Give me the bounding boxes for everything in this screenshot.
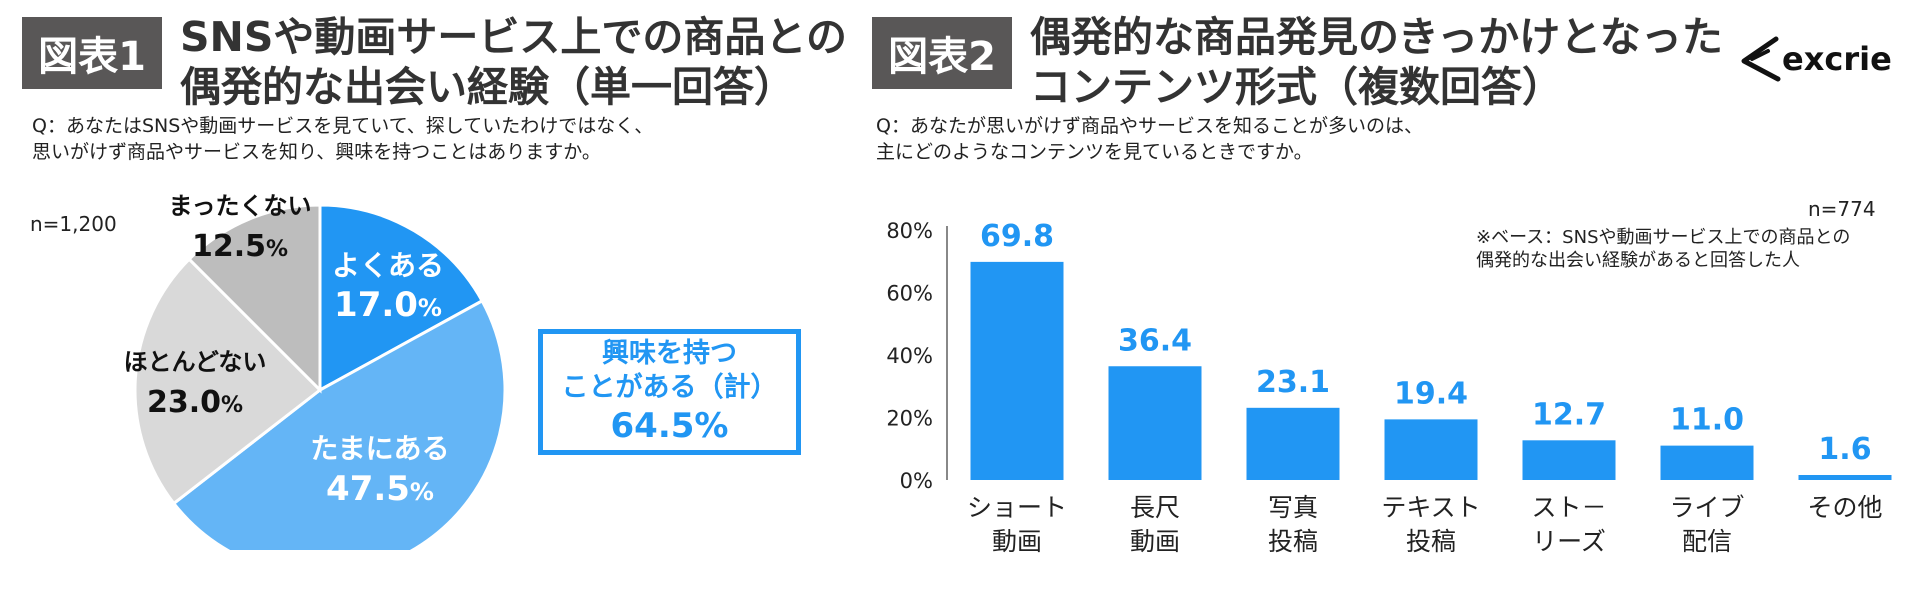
x-category-label: 投稿: [1406, 527, 1456, 556]
y-tick-label: 0%: [900, 469, 933, 493]
figure2-title: 偶発的な商品発見のきっかけとなった コンテンツ形式（複数回答）: [1030, 12, 1723, 112]
x-category-label: テキスト: [1381, 493, 1480, 522]
pie-slice-rarely: [133, 257, 323, 506]
y-tick-label: 60%: [886, 282, 933, 306]
pie-value-unit: %: [266, 237, 288, 262]
figure2-badge: 図表2: [872, 17, 1012, 89]
bar-value-label: 1.6: [1818, 432, 1871, 467]
bar-value-label: 19.4: [1394, 376, 1468, 411]
x-category-label: 写真: [1268, 493, 1318, 522]
pie-value-unit: %: [418, 294, 442, 322]
bar: [1384, 419, 1478, 480]
bar: [1108, 366, 1202, 480]
x-category-label: 配信: [1682, 527, 1732, 556]
callout-line2: ことがある（計）: [561, 372, 778, 403]
x-category-label: ショート: [967, 493, 1067, 522]
figure2-question: Q：あなたが思いがけず商品やサービスを知ることが多いのは、 主にどのようなコンテ…: [876, 113, 1423, 165]
bar: [1246, 407, 1340, 480]
figure1-title-line1: SNSや動画サービス上での商品との: [180, 13, 847, 61]
pie-chart: よくある17.0%たまにある47.5%ほとんどない23.0%まったくない12.5…: [124, 192, 507, 550]
figure1-question-line2: 思いがけず商品やサービスを知り、興味を持つことはありますか。: [32, 141, 601, 163]
figure1-question: Q：あなたはSNSや動画サービスを見ていて、探していたわけではなく、 思いがけず…: [32, 113, 653, 165]
pie-label-often: よくある: [332, 249, 444, 282]
bar-value-label: 12.7: [1532, 397, 1606, 432]
bar: [970, 261, 1064, 480]
pie-value-unit: %: [221, 393, 243, 418]
figure2-sample-size: n=774: [1808, 197, 1876, 221]
bar: [1798, 475, 1892, 480]
x-category-label: 長尺: [1130, 493, 1180, 522]
bar: [1522, 440, 1616, 480]
figure2-title-line1: 偶発的な商品発見のきっかけとなった: [1030, 13, 1723, 61]
y-tick-label: 40%: [886, 344, 933, 368]
pie-label-rarely: ほとんどない: [124, 348, 267, 376]
pie-slice-sometimes: [171, 298, 507, 550]
figure2-question-line2: 主にどのようなコンテンツを見ているときですか。: [876, 141, 1313, 163]
y-tick-label: 20%: [886, 407, 933, 431]
pie-slice-often: [318, 203, 485, 393]
figure2-note-line2: 偶発的な出会い経験があると回答した人: [1476, 250, 1800, 271]
pie-label-never: まったくない: [168, 192, 311, 220]
pie-value-rarely: 23.0%: [147, 385, 243, 420]
bar-value-label: 36.4: [1118, 323, 1192, 358]
x-category-label: ライブ: [1669, 493, 1744, 522]
x-category-label: 動画: [1130, 527, 1180, 556]
excrie-logo: excrie: [1738, 35, 1892, 83]
figure1-title: SNSや動画サービス上での商品との 偶発的な出会い経験（単一回答）: [180, 12, 847, 112]
x-category-label: その他: [1807, 493, 1882, 522]
x-category-label: リーズ: [1532, 527, 1606, 556]
callout-line1: 興味を持つ: [602, 338, 737, 369]
figure1-question-line1: Q：あなたはSNSや動画サービスを見ていて、探していたわけではなく、: [32, 115, 654, 137]
figure2-question-line1: Q：あなたが思いがけず商品やサービスを知ることが多いのは、: [876, 115, 1423, 137]
excrie-logo-text: excrie: [1782, 40, 1892, 78]
figure1-badge: 図表1: [22, 17, 162, 89]
bar-value-label: 69.8: [980, 219, 1054, 254]
pie-value-sometimes: 47.5%: [326, 469, 434, 509]
figure1-title-line2: 偶発的な出会い経験（単一回答）: [180, 63, 795, 111]
bar: [1660, 445, 1754, 480]
x-category-label: 動画: [992, 527, 1042, 556]
bar-value-label: 23.1: [1256, 365, 1330, 400]
y-tick-label: 80%: [886, 219, 933, 243]
pie-value-unit: %: [410, 478, 434, 506]
interest-total-callout: 興味を持つ ことがある（計） 64.5%: [538, 329, 801, 455]
figure2-note-line1: ※ベース：SNSや動画サービス上での商品との: [1476, 227, 1851, 248]
figure2-base-note: ※ベース：SNSや動画サービス上での商品との 偶発的な出会い経験があると回答した…: [1476, 226, 1850, 272]
figure1-sample-size: n=1,200: [30, 212, 117, 236]
pie-slice-never: [187, 203, 322, 394]
excrie-logo-mark-icon: [1741, 36, 1781, 82]
figure2-title-line2: コンテンツ形式（複数回答）: [1030, 63, 1563, 111]
pie-label-sometimes: たまにある: [310, 432, 449, 465]
callout-value: 64.5%: [610, 406, 729, 446]
bar-value-label: 11.0: [1670, 403, 1744, 438]
x-category-label: スト－: [1531, 493, 1606, 522]
x-category-label: 投稿: [1268, 527, 1318, 556]
